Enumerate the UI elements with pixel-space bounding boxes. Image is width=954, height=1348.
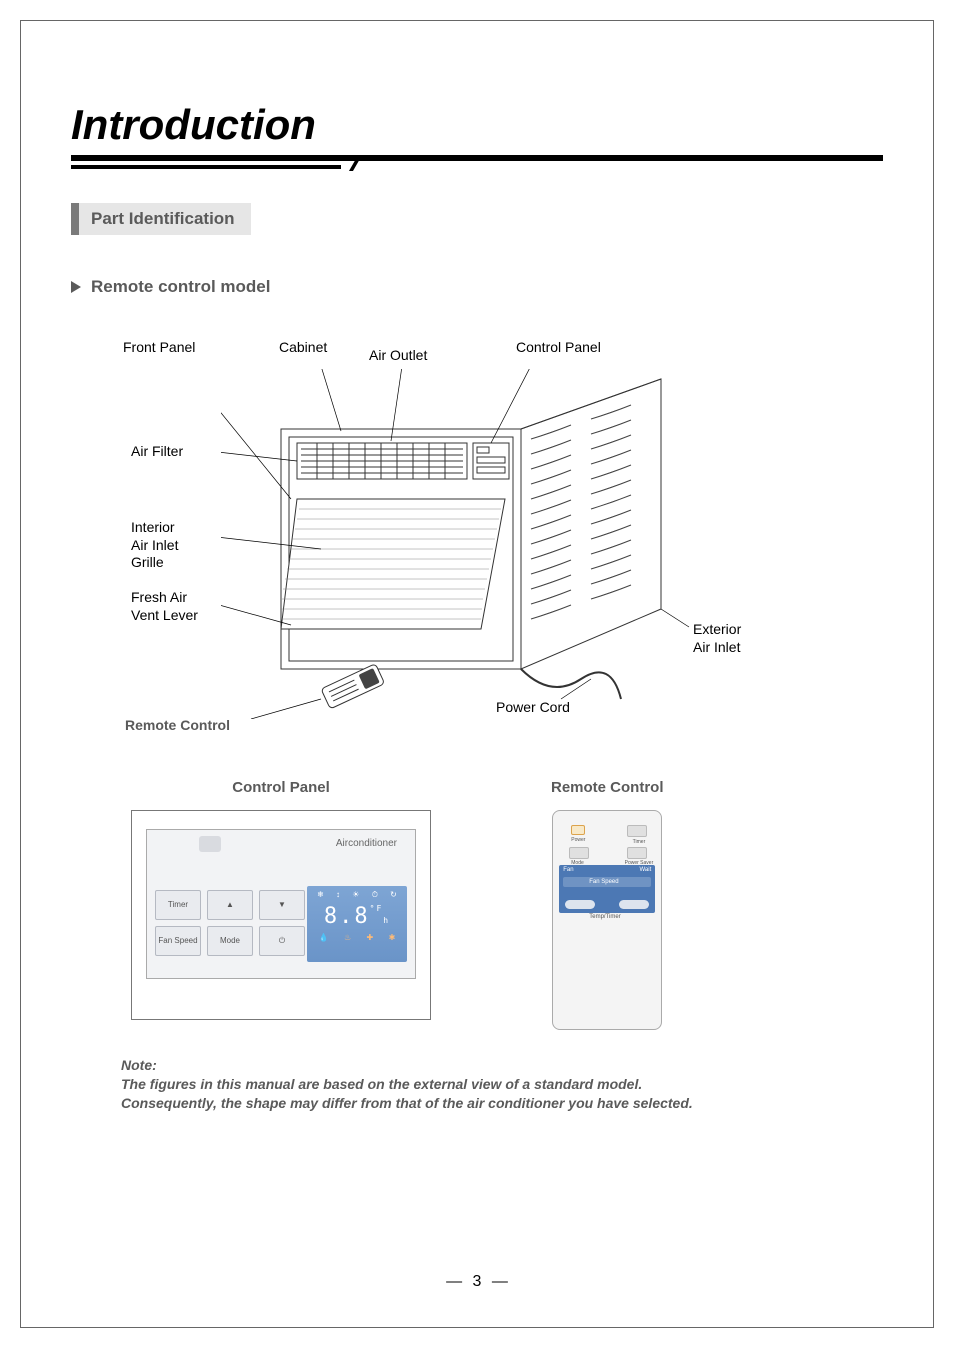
arrow-right-icon — [71, 281, 81, 293]
remote-wait-label: Wait — [639, 867, 651, 873]
remote-led-icon — [571, 825, 585, 835]
cp-icon: ☀ — [352, 890, 359, 900]
sub-heading-text: Remote control model — [91, 277, 270, 297]
cp-icon: ❄ — [317, 890, 324, 900]
remote-power-label: Power — [571, 837, 585, 843]
heading-rule-short — [71, 165, 341, 169]
remote-timer-label: Timer — [633, 839, 646, 845]
cp-unit-h: h — [383, 916, 390, 925]
cp-icon: ⏱ — [372, 890, 378, 900]
cp-icon: ✱ — [389, 933, 396, 942]
cp-mode-button[interactable]: Mode — [207, 926, 253, 956]
label-fresh-air-lever: Fresh Air Vent Lever — [131, 589, 198, 624]
ac-unit-illustration — [221, 369, 721, 719]
note-title: Note: — [121, 1056, 853, 1075]
cp-display-value: 8.8°F h — [311, 904, 403, 929]
control-panel-inner: Airconditioner Timer ▲ ▼ Fan Speed Mode … — [146, 829, 416, 979]
page-heading: Introduction — [71, 101, 883, 153]
remote-blue-strip: Fan Wait Fan Speed Temp/Timer — [559, 865, 655, 913]
sub-heading: Remote control model — [71, 277, 883, 297]
cp-digits: 8.8 — [324, 904, 370, 929]
cp-icon: ✚ — [367, 933, 374, 942]
page-number-value: 3 — [473, 1273, 482, 1290]
remote-temp-down-button[interactable] — [565, 900, 595, 909]
remote-powersaver-button[interactable] — [627, 847, 647, 859]
cp-display-icons-top: ❄ ↕ ☀ ⏱ ↻ — [311, 890, 403, 900]
note-line2: Consequently, the shape may differ from … — [121, 1094, 853, 1113]
note-line1: The figures in this manual are based on … — [121, 1075, 853, 1094]
cp-icon: ↕ — [336, 890, 340, 900]
remote-temptimer-label: Temp/Timer — [589, 914, 620, 920]
cp-icon: 💧 — [319, 933, 329, 942]
remote-mode-button[interactable] — [569, 847, 589, 859]
section-title: Part Identification — [71, 203, 251, 235]
label-front-panel: Front Panel — [123, 339, 195, 357]
cp-icon: ↻ — [390, 890, 397, 900]
page-frame: Introduction Part Identification Remote … — [20, 20, 934, 1328]
remote-fan-label: Fan — [563, 867, 573, 873]
dash-icon: — — [486, 1273, 514, 1290]
cp-up-button[interactable]: ▲ — [207, 890, 253, 920]
remote-temp-up-button[interactable] — [619, 900, 649, 909]
remote-control-column: Remote Control Power Timer Mode Power Sa… — [551, 779, 664, 1030]
cp-display: ❄ ↕ ☀ ⏱ ↻ 8.8°F h 💧 ♨ ✚ — [307, 886, 407, 962]
cp-display-icons-bottom: 💧 ♨ ✚ ✱ — [311, 933, 403, 942]
cp-down-button[interactable]: ▼ — [259, 890, 305, 920]
remote-fanspeed-label: Fan Speed — [589, 879, 618, 885]
part-diagram: Front Panel Cabinet Air Outlet Control P… — [71, 339, 883, 759]
cp-timer-button[interactable]: Timer — [155, 890, 201, 920]
cp-unit-f: °F — [370, 904, 384, 913]
cp-button-grid: Timer ▲ ▼ Fan Speed Mode ⏻ — [155, 890, 305, 956]
remote-timer-button[interactable] — [627, 825, 647, 837]
control-panel-box: Airconditioner Timer ▲ ▼ Fan Speed Mode … — [131, 810, 431, 1020]
note-block: Note: The figures in this manual are bas… — [71, 1056, 883, 1113]
cp-icon: ♨ — [344, 933, 351, 942]
label-air-outlet: Air Outlet — [369, 347, 427, 365]
remote-control-title: Remote Control — [551, 779, 664, 796]
label-control-panel: Control Panel — [516, 339, 601, 357]
cp-logo — [199, 836, 221, 852]
panels-row: Control Panel Airconditioner Timer ▲ ▼ F… — [71, 779, 883, 1030]
cp-fan-speed-button[interactable]: Fan Speed — [155, 926, 201, 956]
cp-power-button[interactable]: ⏻ — [259, 926, 305, 956]
label-interior-grille: Interior Air Inlet Grille — [131, 519, 178, 572]
label-air-filter: Air Filter — [131, 443, 183, 461]
control-panel-title: Control Panel — [232, 779, 330, 796]
remote-body: Power Timer Mode Power Saver Fan Wait Fa… — [552, 810, 662, 1030]
dash-icon: — — [440, 1273, 468, 1290]
label-remote-control: Remote Control — [125, 717, 230, 735]
page-number: — 3 — — [21, 1273, 933, 1291]
cp-brand: Airconditioner — [336, 838, 397, 849]
heading-rule-long — [71, 155, 883, 161]
label-cabinet: Cabinet — [279, 339, 327, 357]
heading-title: Introduction — [71, 101, 322, 153]
control-panel-column: Control Panel Airconditioner Timer ▲ ▼ F… — [131, 779, 431, 1030]
